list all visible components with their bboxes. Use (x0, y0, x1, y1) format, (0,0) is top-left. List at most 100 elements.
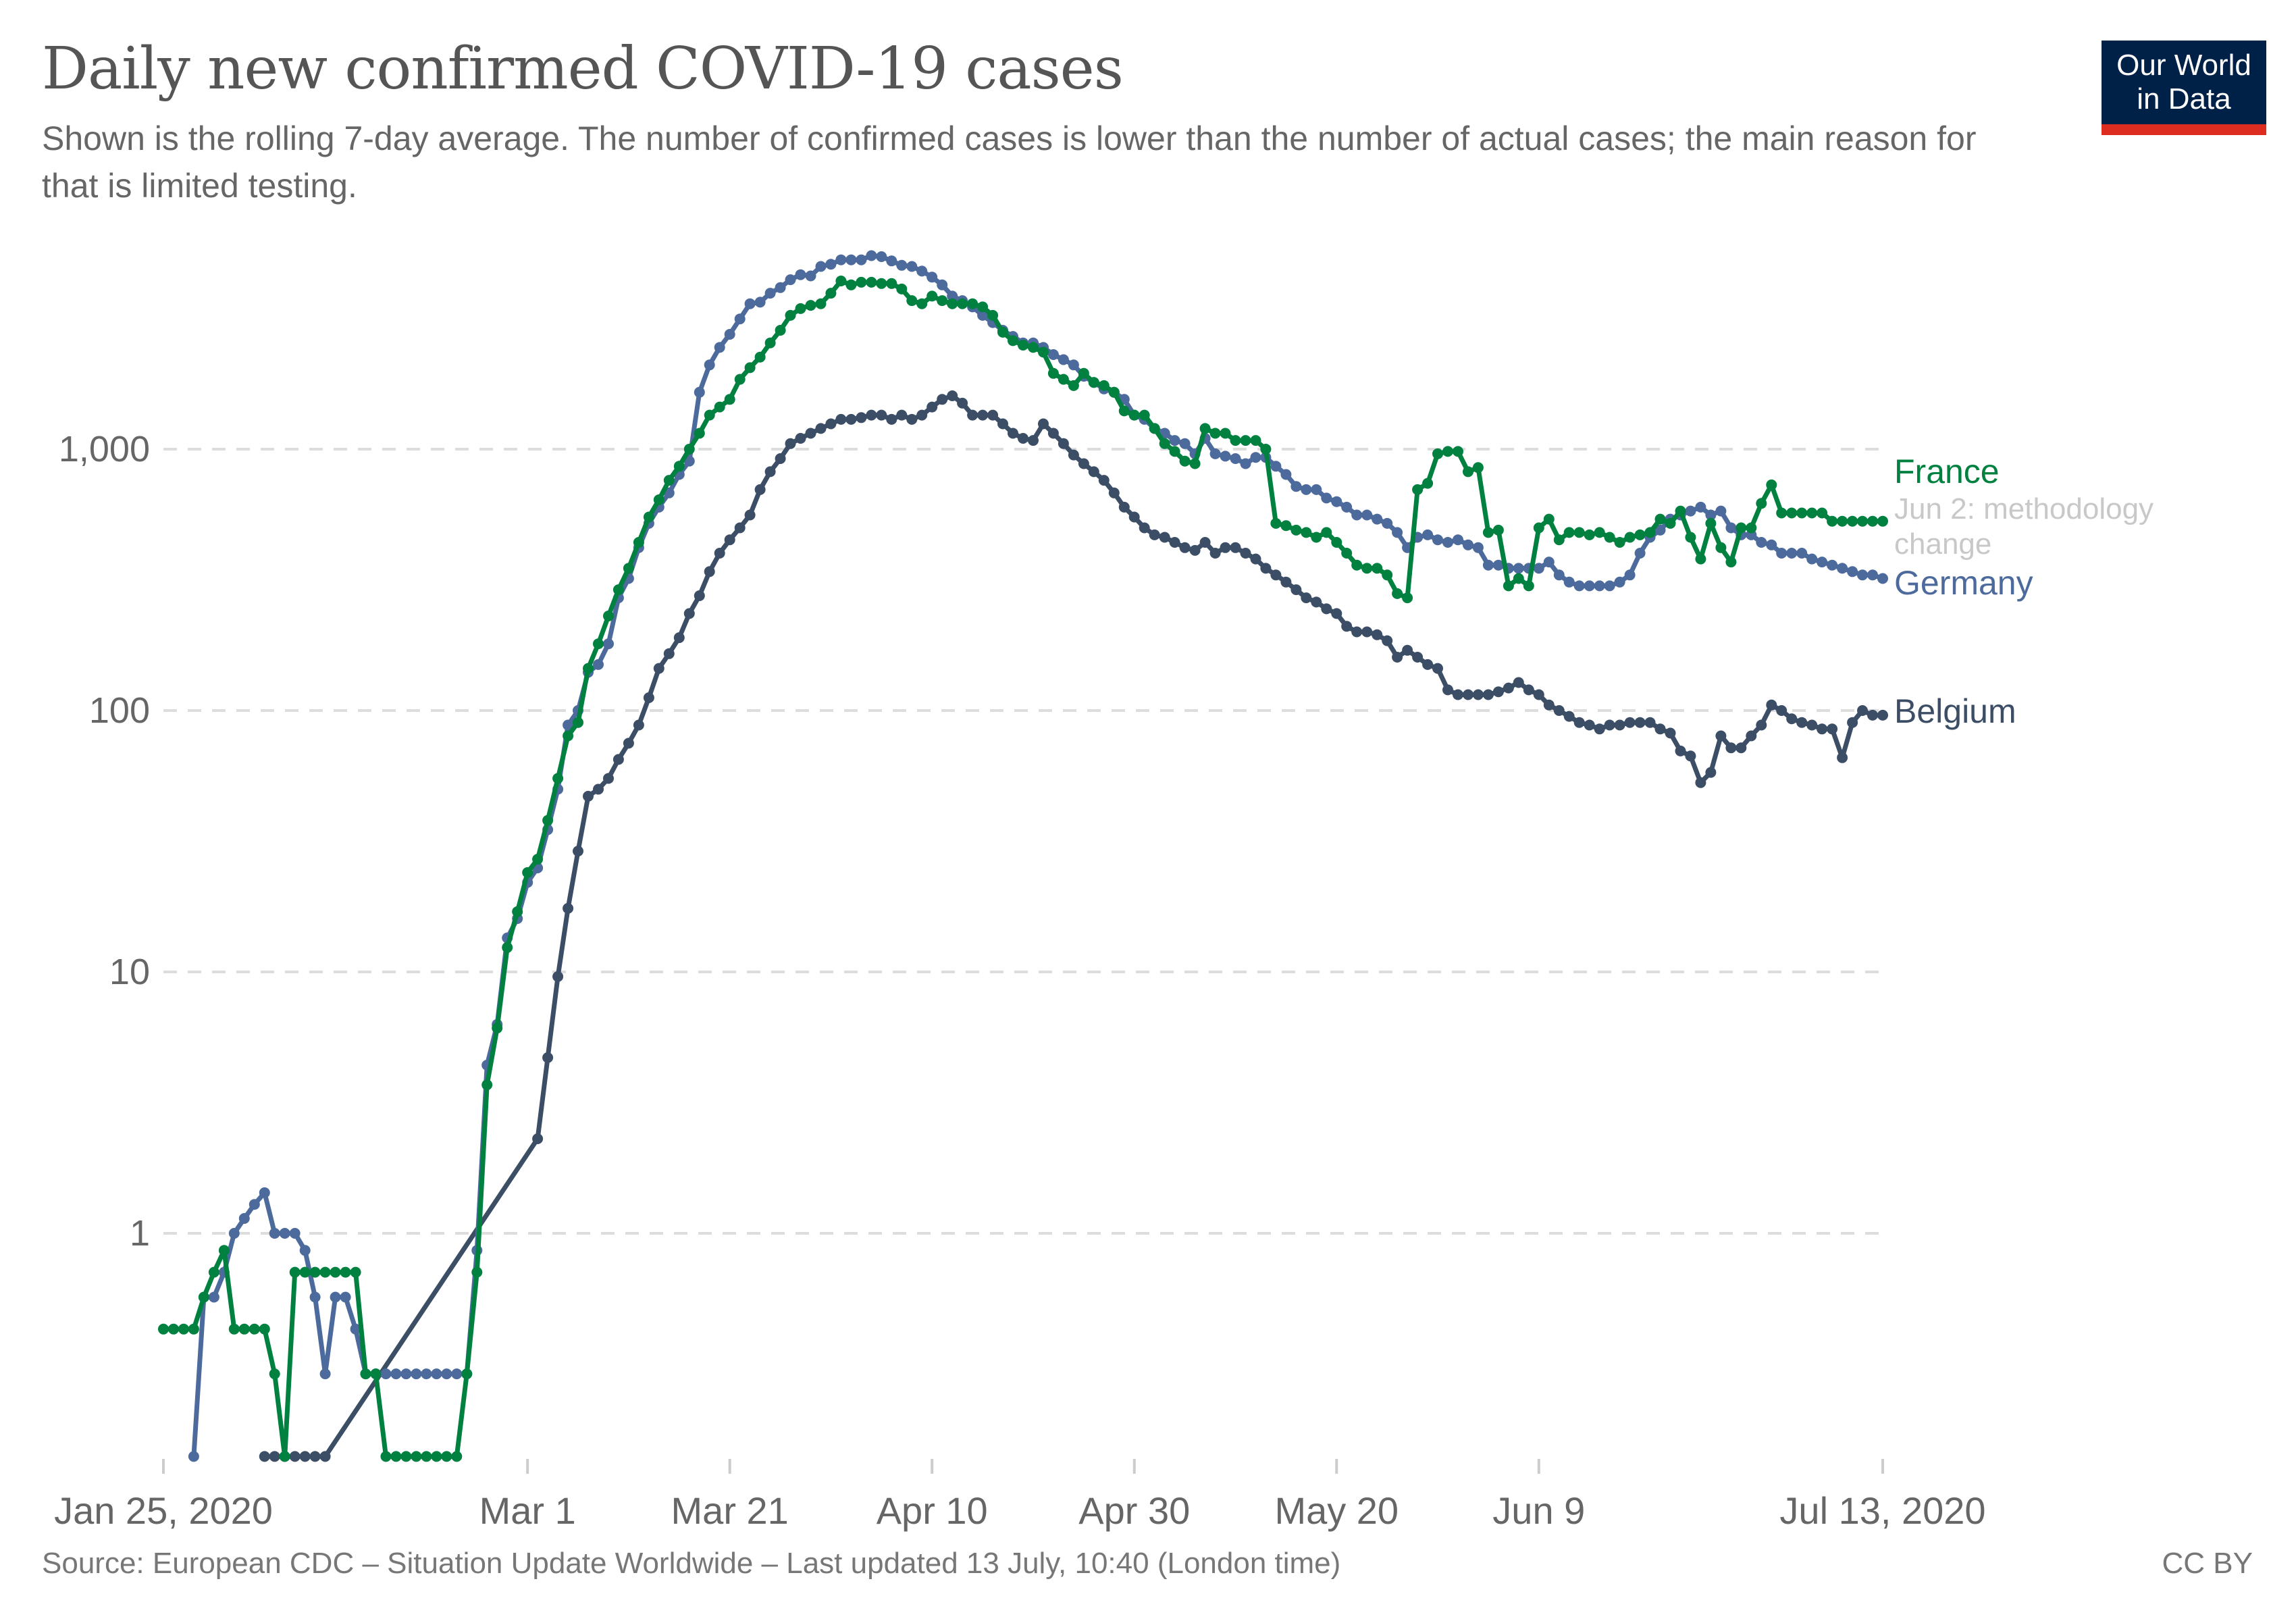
point-belgium (612, 754, 624, 765)
point-belgium (1321, 603, 1332, 615)
point-germany (1058, 354, 1069, 365)
point-france (1361, 563, 1373, 574)
point-belgium (1492, 686, 1504, 698)
point-france (441, 1451, 452, 1462)
logo-text: Our World in Data (2102, 49, 2266, 116)
point-belgium (1301, 592, 1312, 604)
point-france (1453, 446, 1463, 457)
point-france (1169, 446, 1180, 457)
series-belgium (259, 390, 1888, 1462)
x-tick-label: Jan 25, 2020 (54, 1489, 273, 1532)
point-france (1614, 537, 1625, 548)
point-germany (1877, 573, 1888, 584)
point-france (471, 1266, 483, 1278)
point-france (228, 1323, 240, 1335)
point-france (1008, 335, 1018, 346)
logo-accent-bar (2102, 124, 2266, 135)
point-france (1776, 507, 1788, 519)
point-germany (835, 254, 847, 265)
point-germany (1756, 537, 1767, 548)
point-france (1685, 532, 1696, 543)
chart-title: Daily new confirmed COVID-19 cases (42, 35, 1124, 103)
point-germany (421, 1368, 432, 1380)
point-france (1786, 507, 1798, 519)
point-belgium (937, 394, 948, 405)
point-france (1492, 524, 1504, 536)
point-belgium (744, 509, 756, 521)
point-belgium (1422, 659, 1434, 670)
point-france (1604, 532, 1615, 543)
point-france (1463, 466, 1473, 478)
owid-logo[interactable]: Our World in Data (2102, 41, 2266, 135)
point-belgium (1695, 777, 1706, 788)
point-france (502, 942, 513, 953)
point-belgium (1584, 719, 1595, 731)
point-germany (603, 638, 614, 650)
point-france (1149, 423, 1160, 434)
point-france (1047, 367, 1059, 379)
point-germany (927, 272, 938, 283)
point-belgium (1563, 711, 1575, 722)
point-france (289, 1266, 301, 1278)
point-belgium (997, 418, 1008, 430)
point-france (967, 298, 979, 309)
point-germany (1432, 534, 1443, 546)
point-france (1230, 435, 1241, 446)
point-germany (1827, 559, 1838, 571)
point-france (492, 1023, 503, 1034)
point-belgium (1199, 537, 1211, 548)
point-belgium (1614, 719, 1625, 731)
point-germany (400, 1368, 412, 1380)
point-belgium (886, 413, 897, 425)
point-france (663, 475, 675, 486)
point-belgium (1341, 621, 1353, 632)
point-belgium (573, 846, 583, 857)
point-germany (1624, 569, 1636, 581)
point-france (633, 537, 644, 548)
point-germany (1240, 458, 1251, 469)
point-france (522, 867, 533, 878)
series-france (158, 276, 1888, 1462)
logo-line-2: in Data (2137, 82, 2231, 115)
x-axis: Jan 25, 2020 Mar 1 Mar 21 Apr 10 Apr 30 May 2… (54, 1459, 1986, 1532)
point-belgium (1604, 719, 1615, 731)
point-germany (228, 1228, 240, 1239)
point-germany (1209, 448, 1221, 459)
point-france (1827, 515, 1838, 527)
point-france (683, 444, 695, 455)
point-france (1796, 507, 1808, 519)
point-france (775, 325, 786, 336)
point-belgium (552, 971, 564, 982)
point-belgium (1392, 652, 1403, 663)
annotation-methodology-line2: change (1894, 528, 1991, 561)
point-belgium (1644, 717, 1656, 728)
point-belgium (795, 433, 806, 444)
point-france (1867, 515, 1878, 527)
point-belgium (1412, 652, 1424, 663)
point-france (805, 300, 816, 311)
point-belgium (1675, 745, 1686, 756)
point-belgium (1078, 458, 1089, 469)
point-belgium (1594, 723, 1605, 735)
point-germany (714, 342, 725, 353)
point-belgium (1624, 717, 1636, 728)
point-belgium (1331, 608, 1342, 619)
point-belgium (1513, 677, 1524, 688)
point-germany (1442, 537, 1453, 548)
point-france (643, 511, 654, 523)
license-link[interactable]: CC BY (2162, 1547, 2253, 1580)
point-france (552, 773, 564, 784)
point-germany (340, 1291, 351, 1303)
x-tick-label: May 20 (1274, 1489, 1399, 1532)
point-france (845, 279, 857, 290)
point-germany (330, 1291, 341, 1303)
point-germany (1351, 509, 1363, 521)
point-france (421, 1451, 432, 1462)
point-germany (1725, 522, 1737, 534)
point-france (1372, 563, 1383, 574)
point-belgium (1169, 537, 1180, 548)
point-france (451, 1451, 463, 1462)
point-germany (1250, 452, 1261, 463)
point-belgium (1028, 435, 1039, 446)
point-germany (845, 254, 857, 265)
